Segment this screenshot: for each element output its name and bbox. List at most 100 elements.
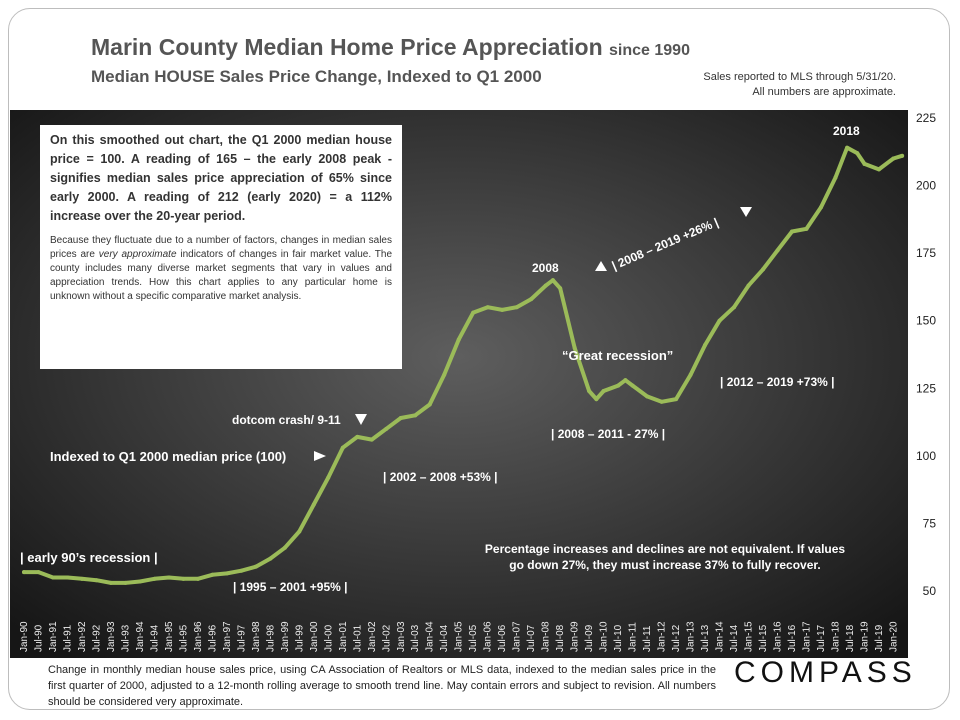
x-tick-label: Jul-01	[352, 624, 363, 652]
data-point	[340, 445, 345, 450]
info-box: On this smoothed out chart, the Q1 2000 …	[40, 125, 402, 369]
data-point	[224, 571, 229, 576]
x-tick-label: Jan-99	[280, 621, 291, 652]
y-tick-label: 200	[916, 179, 936, 193]
x-tick-label: Jan-09	[570, 621, 581, 652]
data-point	[253, 564, 258, 569]
x-tick-label: Jan-05	[454, 621, 465, 652]
data-point	[297, 529, 302, 534]
info-disclaimer-emphasis: very approximate	[98, 249, 177, 260]
x-tick-label: Jul-09	[584, 624, 595, 652]
data-point	[108, 580, 113, 585]
data-point	[79, 576, 84, 581]
data-point	[845, 145, 850, 150]
data-point	[514, 305, 519, 310]
source-note-line2: All numbers are approximate.	[752, 86, 896, 98]
x-tick-label: Jan-13	[686, 621, 697, 652]
data-point	[456, 337, 461, 342]
x-tick-label: Jul-15	[758, 624, 769, 652]
x-tick-label: Jul-08	[555, 624, 566, 652]
x-tick-label: Jul-91	[62, 624, 73, 652]
data-point	[326, 475, 331, 480]
source-note: Sales reported to MLS through 5/31/20. Al…	[676, 70, 896, 100]
x-tick-label: Jul-18	[845, 624, 856, 652]
source-note-line1: Sales reported to MLS through 5/31/20.	[703, 71, 896, 83]
data-point	[717, 318, 722, 323]
annotation-great-recession: “Great recession”	[562, 348, 673, 363]
data-point	[282, 545, 287, 550]
y-tick-label: 225	[916, 111, 936, 125]
x-tick-label: Jan-11	[628, 622, 639, 652]
data-point	[891, 156, 896, 161]
x-tick-label: Jul-04	[439, 624, 450, 652]
data-point	[761, 267, 766, 272]
data-point	[369, 437, 374, 442]
data-point	[36, 570, 41, 575]
x-tick-label: Jul-12	[671, 624, 682, 652]
data-point	[550, 278, 555, 283]
x-tick-label: Jul-92	[91, 624, 102, 652]
annotation-2012-2019: | 2012 – 2019 +73% |	[720, 375, 834, 389]
x-tick-label: Jul-03	[410, 624, 421, 652]
annotation-peak-2008: 2008	[532, 261, 559, 275]
data-point	[65, 575, 70, 580]
x-axis: Jan-90 Jul-90 Jan-91 Jul-91 Jan-92 Jul-92 Jan-…	[19, 621, 899, 652]
info-disclaimer-part2: indicators of changes in fair market val…	[50, 249, 393, 302]
x-tick-label: Jul-96	[207, 624, 218, 652]
x-tick-label: Jul-11	[642, 625, 653, 652]
data-point	[601, 388, 606, 393]
x-tick-label: Jan-06	[483, 621, 494, 652]
y-axis: 50 75 100 125 150 175 200 225	[916, 111, 936, 598]
x-tick-label: Jul-17	[816, 624, 827, 652]
x-tick-label: Jan-93	[106, 621, 117, 652]
x-tick-label: Jan-98	[251, 621, 262, 652]
y-tick-label: 50	[923, 584, 937, 598]
x-tick-label: Jul-02	[381, 624, 392, 652]
annotation-pct-line1: Percentage increases and declines are no…	[485, 542, 845, 556]
chart-subtitle: Median HOUSE Sales Price Change, Indexed…	[91, 67, 542, 86]
data-point	[123, 580, 128, 585]
x-tick-label: Jan-15	[744, 621, 755, 652]
data-point	[572, 345, 577, 350]
data-point	[181, 576, 186, 581]
y-tick-label: 125	[916, 381, 936, 395]
data-point	[50, 575, 55, 580]
x-tick-label: Jul-95	[178, 624, 189, 652]
data-point	[900, 153, 905, 158]
data-point	[384, 426, 389, 431]
data-point	[471, 310, 476, 315]
data-point	[645, 394, 650, 399]
data-point	[623, 378, 628, 383]
annotation-2008-2011: | 2008 – 2011 - 27% |	[551, 427, 665, 441]
x-tick-label: Jan-00	[309, 621, 320, 652]
x-tick-label: Jan-12	[657, 621, 668, 652]
data-points	[22, 145, 905, 585]
data-point	[616, 383, 621, 388]
x-tick-label: Jul-98	[265, 624, 276, 652]
x-tick-label: Jan-07	[512, 621, 523, 652]
x-tick-label: Jul-05	[468, 624, 479, 652]
x-tick-label: Jan-92	[77, 621, 88, 652]
data-point	[703, 343, 708, 348]
x-tick-label: Jan-16	[773, 621, 784, 652]
chart-title: Marin County Median Home Price Appreciat…	[91, 34, 690, 61]
x-tick-label: Jan-91	[48, 621, 59, 652]
data-point	[210, 572, 215, 577]
x-tick-label: Jul-16	[787, 624, 798, 652]
info-disclaimer-part1: Because they fluctuate due to a number o…	[50, 235, 392, 260]
x-tick-label: Jan-02	[367, 621, 378, 652]
annotation-dotcom: dotcom crash/ 9-11	[232, 413, 341, 427]
data-point	[355, 434, 360, 439]
data-point	[239, 568, 244, 573]
data-point	[529, 297, 534, 302]
x-tick-label: Jan-01	[338, 621, 349, 652]
data-point	[674, 397, 679, 402]
data-point	[746, 283, 751, 288]
x-tick-label: Jan-90	[19, 621, 30, 652]
data-point	[862, 161, 867, 166]
x-tick-label: Jan-19	[859, 621, 870, 652]
x-tick-label: Jul-00	[323, 624, 334, 652]
data-point	[558, 286, 563, 291]
data-point	[876, 167, 881, 172]
